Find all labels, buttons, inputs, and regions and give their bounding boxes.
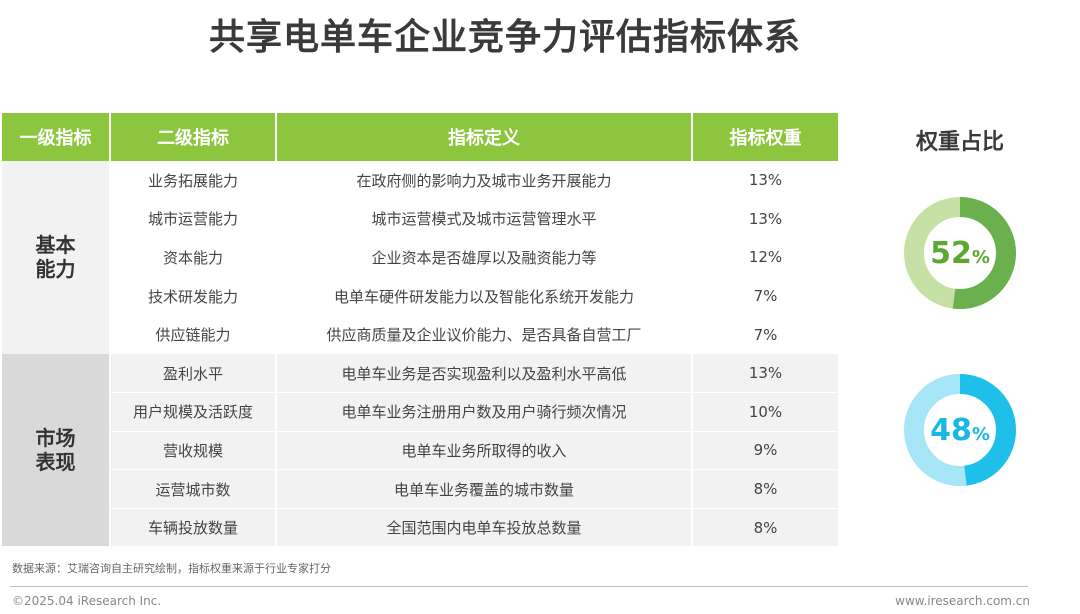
indicator-definition: 电单车业务注册用户数及用户骑行频次情况 xyxy=(276,392,693,432)
indicator-weight: 13% xyxy=(692,199,838,239)
website-link[interactable]: www.iresearch.com.cn xyxy=(895,594,1030,608)
indicator-name: 技术研发能力 xyxy=(110,276,277,316)
indicator-definition: 在政府侧的影响力及城市业务开展能力 xyxy=(276,161,693,200)
indicator-name: 供应链能力 xyxy=(110,315,277,354)
table-row: 营收规模 电单车业务所取得的收入 9% xyxy=(2,431,838,471)
indicator-weight: 13% xyxy=(692,353,838,394)
category-label: 基本能力 xyxy=(35,233,76,282)
indicator-weight: 8% xyxy=(692,508,838,548)
indicator-definition: 供应商质量及企业议价能力、是否具备自营工厂 xyxy=(276,315,693,354)
page-title: 共享电单车企业竞争力评估指标体系 xyxy=(208,17,801,58)
donut-number: 52 xyxy=(930,235,972,271)
category-basic: 基本能力 xyxy=(2,161,111,354)
indicator-name: 资本能力 xyxy=(110,238,277,277)
donut-arc xyxy=(904,374,1016,486)
indicator-weight: 10% xyxy=(692,392,838,432)
basic-ability-donut: 52% xyxy=(902,195,1018,311)
table-row: 车辆投放数量 全国范围内电单车投放总数量 8% xyxy=(2,508,838,548)
donut-unit: % xyxy=(971,423,990,445)
table-row: 市场表现 盈利水平 电单车业务是否实现盈利以及盈利水平高低 13% xyxy=(2,353,838,548)
indicator-definition: 电单车业务所取得的收入 xyxy=(276,431,693,471)
donut-number: 48 xyxy=(930,412,972,448)
indicator-name: 业务拓展能力 xyxy=(110,161,277,200)
indicator-weight: 13% xyxy=(692,161,838,200)
donut-chart xyxy=(904,197,1016,309)
copyright: ©2025.04 iResearch Inc. xyxy=(12,594,162,608)
data-source-note: 数据来源：艾瑞咨询自主研究绘制，指标权重来源于行业专家打分 xyxy=(12,562,331,575)
indicator-definition: 电单车业务是否实现盈利以及盈利水平高低 xyxy=(276,353,693,394)
table-row: 运营城市数 电单车业务覆盖的城市数量 8% xyxy=(2,469,838,509)
table-row: 技术研发能力 电单车硬件研发能力以及智能化系统开发能力 7% xyxy=(2,276,838,316)
header-level2: 二级指标 xyxy=(110,113,277,161)
indicator-name: 车辆投放数量 xyxy=(110,508,277,548)
indicator-definition: 城市运营模式及城市运营管理水平 xyxy=(276,199,693,239)
indicator-weight: 9% xyxy=(692,431,838,471)
ratio-title: 权重占比 xyxy=(915,130,1004,155)
indicator-name: 用户规模及活跃度 xyxy=(110,392,277,432)
donut-unit: % xyxy=(971,246,990,268)
table-row: 资本能力 企业资本是否雄厚以及融资能力等 12% xyxy=(2,238,838,277)
indicator-name: 营收规模 xyxy=(110,431,277,471)
indicator-definition: 企业资本是否雄厚以及融资能力等 xyxy=(276,238,693,277)
category-label: 市场表现 xyxy=(35,426,76,475)
donut-value: 52% xyxy=(902,195,1018,311)
table-header-row: 一级指标 二级指标 指标定义 指标权重 xyxy=(2,113,838,161)
header-level1: 一级指标 xyxy=(2,113,111,161)
indicator-name: 运营城市数 xyxy=(110,469,277,509)
indicator-weight: 7% xyxy=(692,315,838,354)
donut-chart xyxy=(904,374,1016,486)
table-row: 基本能力 业务拓展能力 在政府侧的影响力及城市业务开展能力 13% xyxy=(2,161,838,354)
indicator-definition: 全国范围内电单车投放总数量 xyxy=(276,508,693,548)
indicator-weight: 8% xyxy=(692,469,838,509)
indicator-table: 一级指标 二级指标 指标定义 指标权重 基本能力 业务拓展能力 在政府侧的影响力… xyxy=(2,113,838,548)
table-row: 用户规模及活跃度 电单车业务注册用户数及用户骑行频次情况 10% xyxy=(2,392,838,432)
indicator-definition: 电单车硬件研发能力以及智能化系统开发能力 xyxy=(276,276,693,316)
donut-arc xyxy=(904,197,1016,309)
indicator-name: 城市运营能力 xyxy=(110,199,277,239)
footer-divider xyxy=(10,586,1028,587)
market-performance-donut: 48% xyxy=(902,372,1018,488)
indicator-definition: 电单车业务覆盖的城市数量 xyxy=(276,469,693,509)
table-row: 城市运营能力 城市运营模式及城市运营管理水平 13% xyxy=(2,199,838,239)
indicator-weight: 12% xyxy=(692,238,838,277)
donut-value: 48% xyxy=(902,372,1018,488)
header-weight: 指标权重 xyxy=(692,113,838,161)
table-row: 供应链能力 供应商质量及企业议价能力、是否具备自营工厂 7% xyxy=(2,315,838,354)
indicator-weight: 7% xyxy=(692,276,838,316)
header-definition: 指标定义 xyxy=(276,113,693,161)
category-market: 市场表现 xyxy=(2,353,111,548)
indicator-name: 盈利水平 xyxy=(110,353,277,394)
